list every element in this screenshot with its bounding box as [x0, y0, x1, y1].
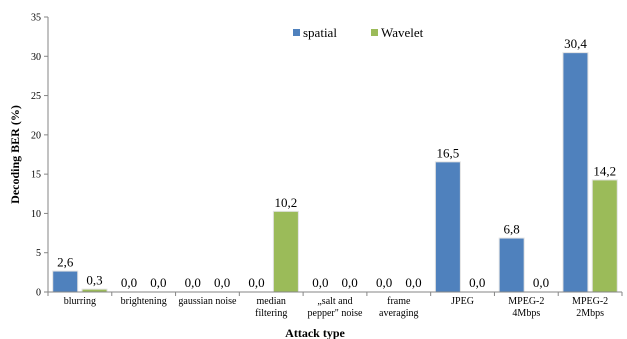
y-tick-label: 30	[31, 52, 41, 63]
legend-swatch-wavelet	[371, 29, 378, 36]
data-label: 0,0	[185, 275, 201, 290]
data-label: 0,0	[342, 275, 358, 290]
x-category-label: MPEG-2	[572, 296, 608, 307]
y-tick-label: 5	[36, 248, 41, 259]
data-label: 0,0	[376, 275, 392, 290]
y-tick-label: 10	[31, 209, 41, 220]
data-label: 0,3	[86, 273, 102, 288]
data-label: 2,6	[57, 255, 74, 270]
y-tick-label: 20	[31, 130, 41, 141]
data-label: 0,0	[214, 275, 230, 290]
data-label: 30,4	[564, 36, 587, 51]
data-label: 0,0	[312, 275, 328, 290]
x-category-label: „salt and	[317, 296, 352, 307]
y-axis-title: Decoding BER (%)	[8, 105, 22, 204]
x-category-label: frame	[387, 296, 411, 307]
data-label: 0,0	[248, 275, 264, 290]
bar-wavelet	[82, 289, 107, 292]
x-category-label: gaussian noise	[178, 296, 237, 307]
data-labels: 2,6 0,3 0,0 0,0 0,0 0,0 0,0 10,2 0,0 0,0 0,0 0,0 16,…	[57, 36, 616, 290]
data-label: 16,5	[437, 145, 460, 160]
legend: spatial Wavelet	[293, 25, 424, 40]
y-tick-label: 25	[31, 91, 41, 102]
data-label: 10,2	[275, 195, 298, 210]
x-category-label: brightening	[121, 296, 167, 307]
y-tick-label: 0	[36, 288, 41, 299]
legend-swatch-spatial	[293, 29, 300, 36]
data-label: 0,0	[533, 275, 549, 290]
axes	[47, 17, 623, 296]
y-axis-ticks: 0 5 10 15 20 25 30 35	[31, 13, 48, 299]
bar-spatial	[563, 53, 588, 293]
x-category-label: averaging	[379, 308, 418, 319]
bar-spatial	[435, 162, 460, 292]
y-tick-label: 35	[31, 13, 41, 24]
y-axis-title-group: Decoding BER (%)	[8, 105, 22, 204]
x-category-label: 2Mbps	[576, 308, 604, 319]
data-label: 0,0	[121, 275, 137, 290]
bar-wavelet	[592, 180, 617, 292]
data-label: 0,0	[469, 275, 485, 290]
x-axis-title: Attack type	[285, 326, 345, 339]
data-label: 14,2	[593, 163, 616, 178]
data-label: 0,0	[405, 275, 421, 290]
legend-label: spatial	[303, 25, 337, 40]
x-category-label: filtering	[255, 308, 287, 319]
bar-wavelet	[273, 211, 298, 292]
data-label: 6,8	[504, 222, 520, 237]
bar-spatial	[499, 238, 524, 292]
x-category-label: blurring	[64, 296, 96, 307]
x-category-label: JPEG	[451, 296, 474, 307]
x-axis-categories: blurring brightening gaussian noise medianf…	[64, 296, 608, 319]
x-category-label: 4Mbps	[512, 308, 540, 319]
x-category-label: pepper" noise	[308, 308, 363, 319]
legend-label: Wavelet	[381, 25, 424, 40]
bars	[52, 52, 618, 293]
bar-spatial	[53, 271, 78, 292]
data-label: 0,0	[150, 275, 166, 290]
x-category-label: MPEG-2	[508, 296, 544, 307]
y-tick-label: 15	[31, 170, 41, 181]
x-category-label: median	[257, 296, 286, 307]
